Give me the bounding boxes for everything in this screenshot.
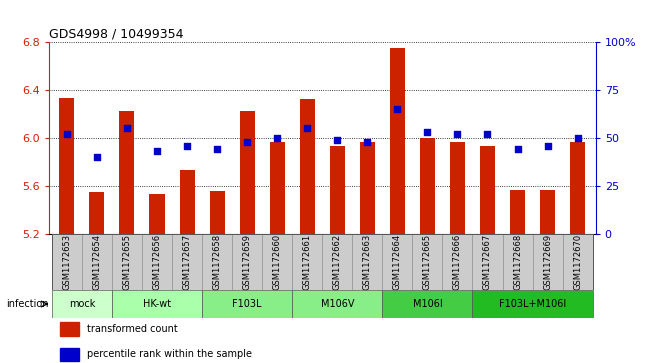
Text: GSM1172659: GSM1172659 [243, 234, 252, 290]
Bar [82, 234, 112, 290]
Bar [299, 99, 314, 234]
Point [272, 135, 283, 141]
Bar [210, 191, 225, 234]
Bar [112, 290, 202, 318]
Text: F103L+M106I: F103L+M106I [499, 299, 566, 309]
Text: M106V: M106V [320, 299, 354, 309]
Bar [412, 234, 443, 290]
Text: GDS4998 / 10499354: GDS4998 / 10499354 [49, 28, 184, 41]
Text: GSM1172670: GSM1172670 [573, 234, 582, 290]
Bar [473, 234, 503, 290]
Point [302, 126, 312, 131]
Bar [292, 290, 382, 318]
Bar [390, 48, 405, 234]
Bar [382, 234, 412, 290]
Bar [232, 234, 262, 290]
Bar [270, 142, 284, 234]
Bar [562, 234, 592, 290]
Bar [352, 234, 382, 290]
Bar [570, 142, 585, 234]
Bar [510, 189, 525, 234]
Text: GSM1172656: GSM1172656 [152, 234, 161, 290]
Text: infection: infection [6, 299, 48, 309]
Bar [420, 138, 435, 234]
Text: GSM1172660: GSM1172660 [273, 234, 282, 290]
Text: GSM1172663: GSM1172663 [363, 234, 372, 290]
Text: F103L: F103L [232, 299, 262, 309]
Text: GSM1172666: GSM1172666 [453, 234, 462, 290]
Bar [172, 234, 202, 290]
Bar [450, 142, 465, 234]
Bar [473, 290, 592, 318]
Text: GSM1172657: GSM1172657 [182, 234, 191, 290]
Point [212, 147, 222, 152]
Bar [150, 195, 165, 234]
Point [92, 154, 102, 160]
Bar [202, 234, 232, 290]
Bar [119, 111, 135, 234]
Text: GSM1172653: GSM1172653 [62, 234, 72, 290]
Point [482, 131, 493, 137]
Bar [540, 189, 555, 234]
Bar [262, 234, 292, 290]
Text: GSM1172665: GSM1172665 [423, 234, 432, 290]
Text: GSM1172661: GSM1172661 [303, 234, 312, 290]
Point [242, 139, 253, 145]
Bar [480, 146, 495, 234]
Text: GSM1172664: GSM1172664 [393, 234, 402, 290]
Point [362, 139, 372, 145]
Point [452, 131, 463, 137]
Bar [360, 142, 375, 234]
Bar [180, 170, 195, 234]
Bar [59, 98, 74, 234]
Text: GSM1172669: GSM1172669 [543, 234, 552, 290]
Bar [52, 234, 82, 290]
Point [122, 126, 132, 131]
Bar [52, 290, 112, 318]
Text: GSM1172658: GSM1172658 [213, 234, 221, 290]
Text: GSM1172655: GSM1172655 [122, 234, 132, 290]
Bar [60, 322, 79, 335]
Text: mock: mock [69, 299, 95, 309]
Bar [60, 348, 79, 361]
Point [512, 147, 523, 152]
Bar [112, 234, 142, 290]
Text: M106I: M106I [413, 299, 442, 309]
Bar [382, 290, 473, 318]
Text: HK-wt: HK-wt [143, 299, 171, 309]
Bar [322, 234, 352, 290]
Point [152, 148, 162, 154]
Text: GSM1172654: GSM1172654 [92, 234, 102, 290]
Bar [202, 290, 292, 318]
Bar [292, 234, 322, 290]
Bar [142, 234, 172, 290]
Text: GSM1172667: GSM1172667 [483, 234, 492, 290]
Point [182, 143, 192, 148]
Bar [443, 234, 473, 290]
Bar [503, 234, 533, 290]
Point [62, 131, 72, 137]
Text: percentile rank within the sample: percentile rank within the sample [87, 350, 252, 359]
Bar [89, 192, 104, 234]
Point [332, 137, 342, 143]
Point [542, 143, 553, 148]
Text: GSM1172662: GSM1172662 [333, 234, 342, 290]
Point [392, 106, 402, 112]
Bar [240, 111, 255, 234]
Point [572, 135, 583, 141]
Bar [330, 146, 345, 234]
Bar [533, 234, 562, 290]
Text: transformed count: transformed count [87, 325, 178, 334]
Text: GSM1172668: GSM1172668 [513, 234, 522, 290]
Point [422, 129, 433, 135]
